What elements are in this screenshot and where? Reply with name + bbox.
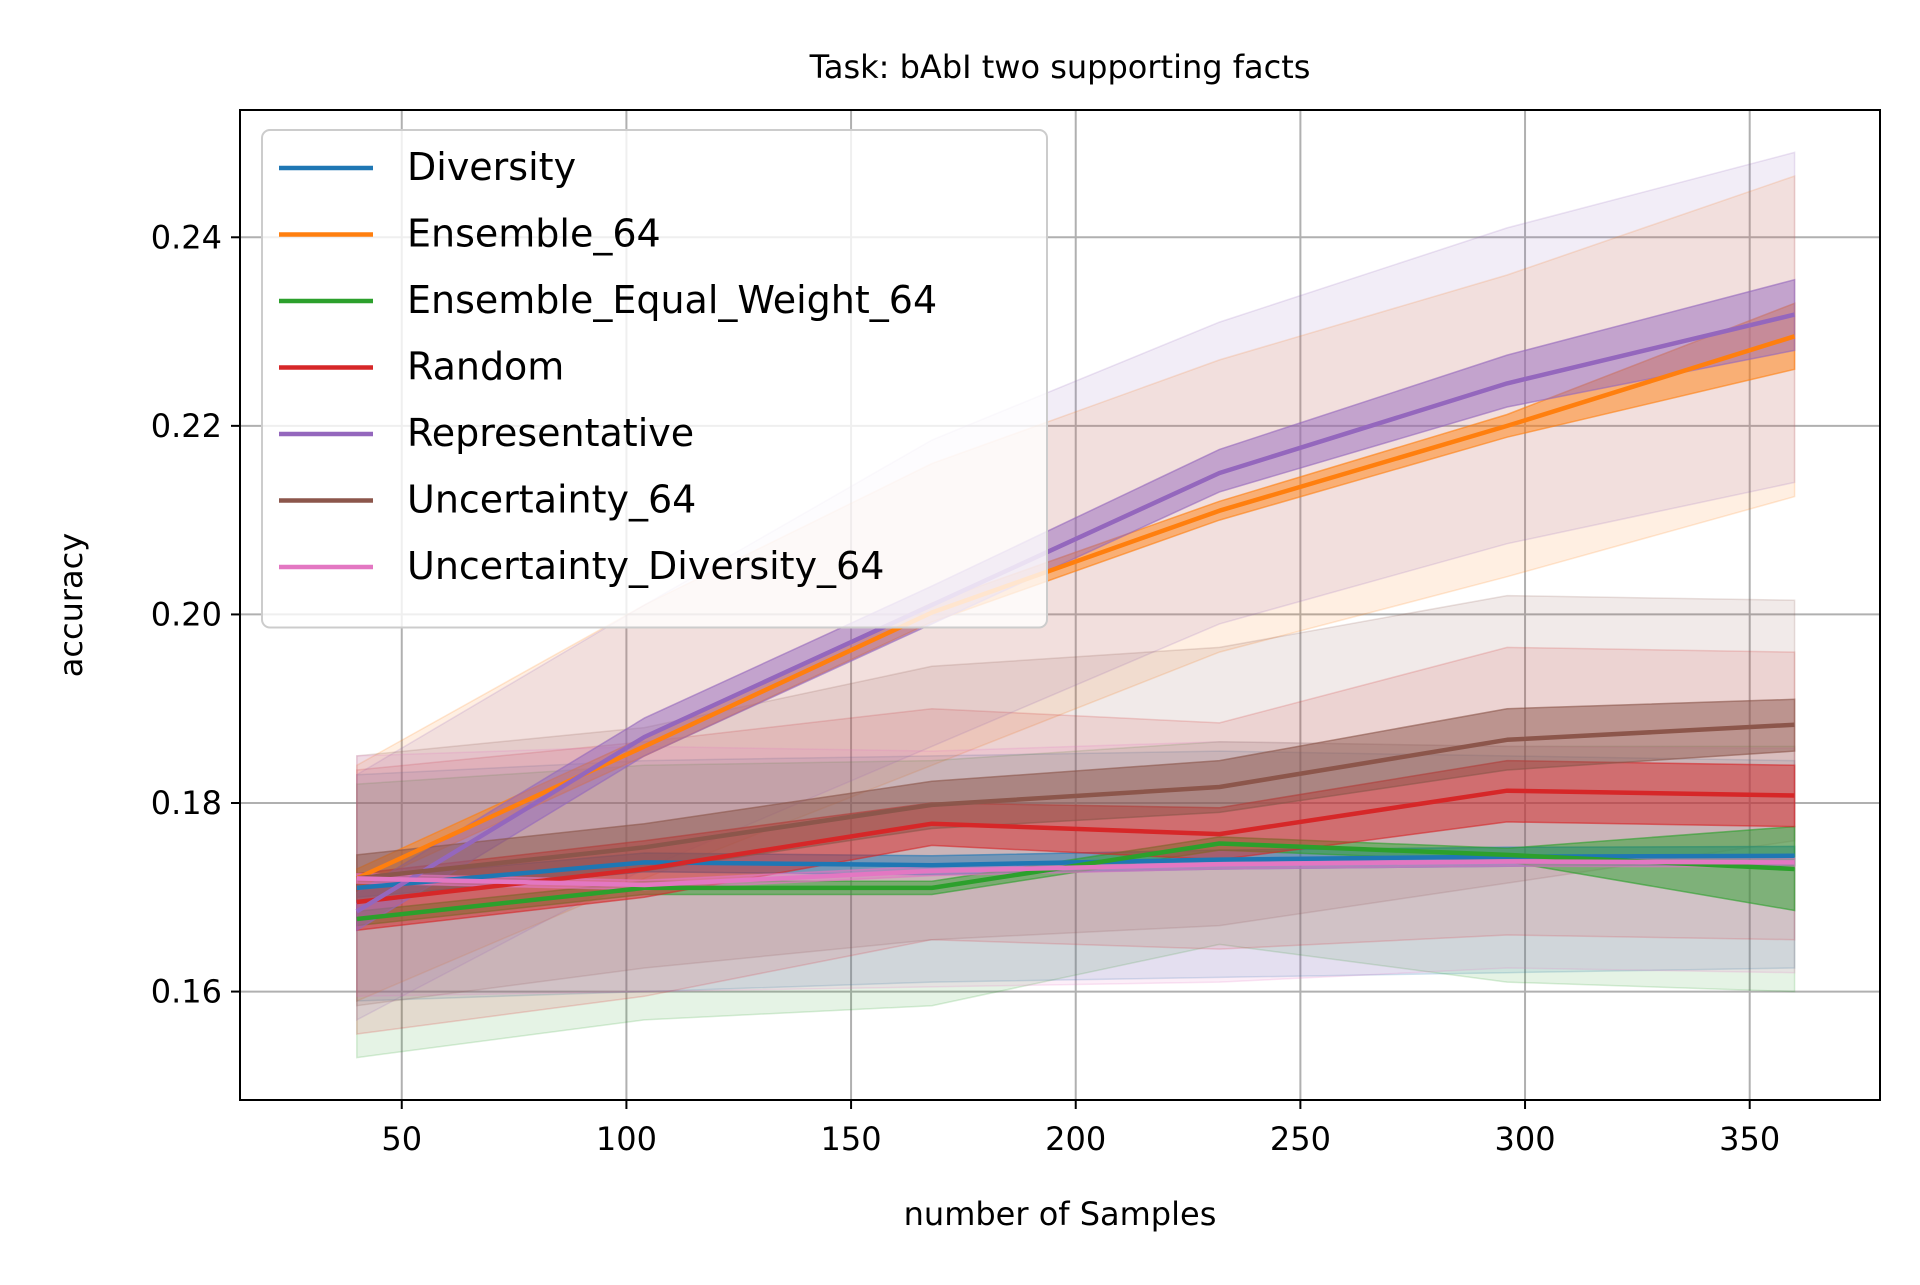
line-random <box>356 788 1795 905</box>
x-tick-label: 200 <box>1045 1120 1106 1158</box>
y-tick-label: 0.24 <box>151 218 222 256</box>
x-tick-label: 350 <box>1719 1120 1780 1158</box>
legend: Diversity Ensemble_64 Ensemble_Equal_Weigh… <box>261 129 1048 629</box>
x-axis-label: number of Samples <box>904 1195 1217 1233</box>
y-tick-label: 0.22 <box>151 407 222 445</box>
legend-label-uncertainty-diversity-64: Uncertainty_Diversity_64 <box>407 544 884 588</box>
legend-label-diversity: Diversity <box>407 145 576 189</box>
legend-label-ensemble-equal-weight-64: Ensemble_Equal_Weight_64 <box>407 278 937 322</box>
legend-label-ensemble-64: Ensemble_64 <box>407 212 661 256</box>
series-lines <box>355 312 1796 922</box>
x-tick-label: 100 <box>596 1120 657 1158</box>
x-tick-label: 150 <box>821 1120 882 1158</box>
plot-frame <box>239 109 1881 1101</box>
chart-title: Task: bAbI two supporting facts <box>809 48 1311 86</box>
line-uncertainty-64 <box>356 722 1795 881</box>
y-axis-label: accuracy <box>52 533 90 677</box>
legend-label-random: Random <box>407 345 564 389</box>
x-tick-label: 50 <box>381 1120 422 1158</box>
axis-ticks: 50 100 150 200 250 300 350 0.16 0.18 0.20 0.22 0.24 <box>151 218 1780 1158</box>
x-tick-label: 250 <box>1270 1120 1331 1158</box>
legend-label-uncertainty-64: Uncertainty_64 <box>407 478 696 522</box>
legend-label-representative: Representative <box>407 411 694 455</box>
line-uncertainty-diversity-64 <box>356 859 1795 888</box>
y-tick-label: 0.20 <box>151 595 222 633</box>
x-tick-label: 300 <box>1495 1120 1556 1158</box>
y-tick-label: 0.18 <box>151 784 222 822</box>
line-representative <box>355 312 1796 914</box>
y-tick-label: 0.16 <box>151 973 222 1011</box>
legend-box <box>261 129 1048 629</box>
